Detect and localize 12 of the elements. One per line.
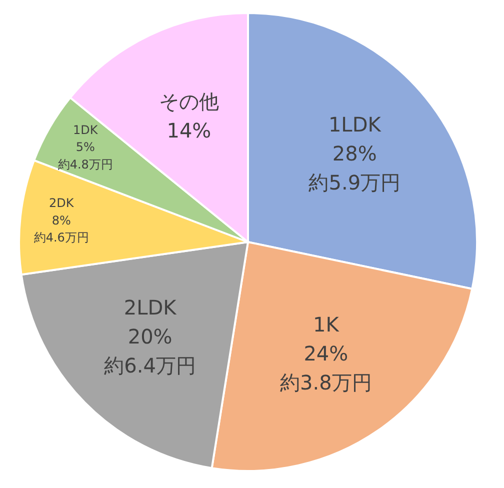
slice-label: 1K — [312, 312, 340, 336]
slice-label: その他 — [158, 90, 219, 114]
slice-label: 1LDK — [328, 112, 382, 137]
data-label: 8% 約4.6万円 — [34, 213, 89, 245]
data-label: 14% — [166, 118, 212, 143]
slice-label: 2LDK — [124, 296, 178, 320]
data-label: 28% 約5.9万円 — [308, 142, 401, 195]
data-label: 24% 約3.8万円 — [280, 341, 372, 394]
slice-label: 1DK — [73, 122, 99, 137]
data-label: 5% 約4.8万円 — [58, 140, 113, 172]
data-label: 20% 約6.4万円 — [104, 324, 196, 378]
slice-label: 2DK — [49, 196, 75, 210]
